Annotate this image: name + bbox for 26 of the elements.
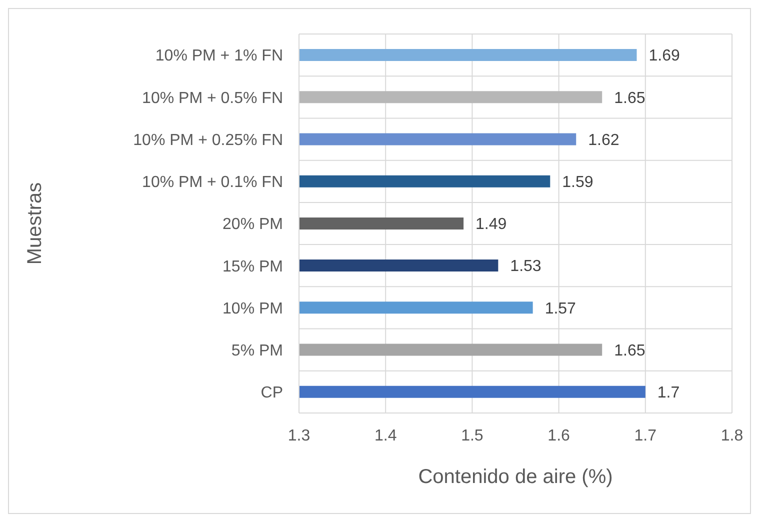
data-label: 1.57 [544,300,576,318]
data-label: 1.62 [588,132,620,149]
y-tick-label: 10% PM + 0.1% FN [142,174,283,192]
data-label: 1.53 [510,258,542,276]
y-tick-label: 10% PM [222,300,283,318]
data-label: 1.69 [648,48,680,65]
x-tick-label: 1.8 [720,427,744,444]
data-label: 1.65 [614,90,646,107]
y-tick-label: 15% PM [222,258,283,276]
x-tick-label: 1.6 [548,427,570,444]
data-label: 1.65 [614,342,646,360]
x-tick-label: 1.4 [374,427,397,444]
x-axis-title: Contenido de aire (%) [418,466,613,488]
x-tick-label: 1.3 [288,427,310,444]
y-tick-label: 10% PM + 0.5% FN [142,90,283,107]
x-tick-label: 1.5 [461,427,484,444]
y-tick-label: 10% PM + 1% FN [155,48,283,65]
y-tick-label: 20% PM [222,216,283,234]
data-label: 1.59 [562,174,594,192]
data-label: 1.49 [476,216,507,234]
y-tick-label: 5% PM [231,342,283,360]
y-tick-label: CP [260,384,283,402]
data-label: 1.7 [657,384,680,402]
y-tick-label: 10% PM + 0.25% FN [133,132,283,149]
y-axis-title: Muestras [24,182,46,265]
x-tick-label: 1.7 [634,427,657,444]
